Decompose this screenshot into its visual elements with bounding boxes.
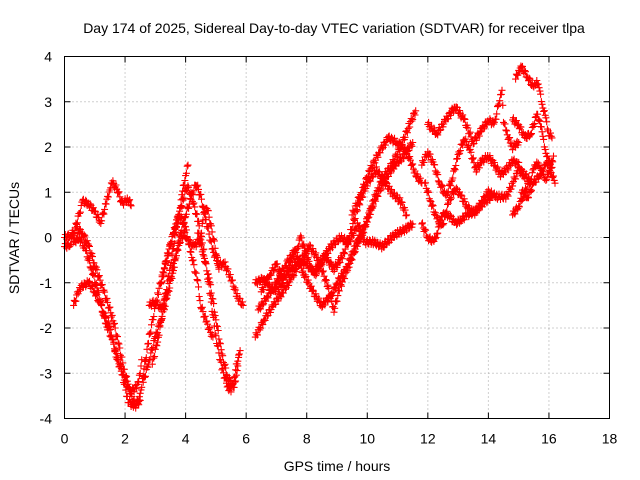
y-tick-label: 0 <box>44 230 52 246</box>
x-tick-label: 0 <box>61 431 69 447</box>
y-axis-label: SDTVAR / TECUs <box>6 182 22 294</box>
data-points <box>61 62 559 412</box>
y-tick-label: -3 <box>40 365 53 381</box>
chart-title: Day 174 of 2025, Sidereal Day-to-day VTE… <box>83 20 585 36</box>
x-tick-label: 16 <box>541 431 557 447</box>
x-axis-label: GPS time / hours <box>284 458 391 474</box>
x-tick-label: 8 <box>303 431 311 447</box>
y-tick-label: 1 <box>44 184 52 200</box>
x-tick-label: 2 <box>121 431 129 447</box>
y-tick-labels: -4 -3 -2 -1 0 1 2 3 4 <box>40 49 53 427</box>
x-tick-label: 4 <box>182 431 190 447</box>
x-tick-label: 10 <box>359 431 375 447</box>
y-tick-label: 2 <box>44 139 52 155</box>
x-tick-label: 6 <box>242 431 250 447</box>
plot-frame <box>64 56 610 419</box>
x-tick-label: 12 <box>420 431 436 447</box>
y-tick-label: -1 <box>40 275 53 291</box>
x-tick-label: 14 <box>481 431 497 447</box>
data-point-markers <box>61 62 559 412</box>
y-tick-label: 3 <box>44 94 52 110</box>
y-tick-label: -2 <box>40 320 53 336</box>
y-tick-label: -4 <box>40 411 53 427</box>
y-tick-label: 4 <box>44 49 52 65</box>
x-tick-labels: 0 2 4 6 8 10 12 14 16 18 <box>61 431 618 447</box>
x-tick-label: 18 <box>602 431 618 447</box>
